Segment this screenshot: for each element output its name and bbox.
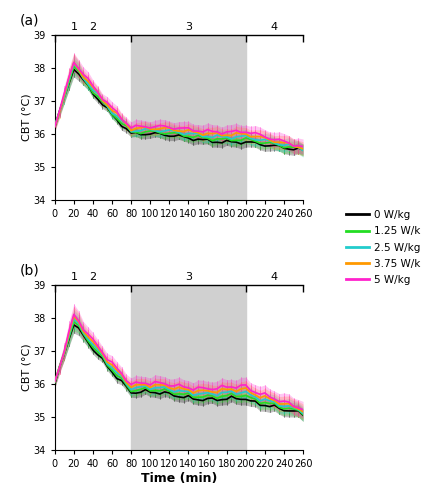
Text: 3: 3 xyxy=(185,22,192,32)
Bar xyxy=(131,35,246,200)
Text: 1: 1 xyxy=(70,272,77,282)
Y-axis label: CBT (°C): CBT (°C) xyxy=(22,344,32,392)
Text: 3: 3 xyxy=(185,272,192,282)
Text: 2: 2 xyxy=(89,22,96,32)
Y-axis label: CBT (°C): CBT (°C) xyxy=(22,94,32,141)
Text: 2: 2 xyxy=(89,272,96,282)
Text: (b): (b) xyxy=(20,264,40,278)
X-axis label: Time (min): Time (min) xyxy=(141,472,217,485)
Text: 4: 4 xyxy=(271,272,278,282)
Legend: 0 W/kg, 1.25 W/kg, 2.5 W/kg, 3.75 W/kg, 5 W/kg: 0 W/kg, 1.25 W/kg, 2.5 W/kg, 3.75 W/kg, … xyxy=(346,210,421,285)
Text: 1: 1 xyxy=(70,22,77,32)
Bar xyxy=(131,286,246,450)
Text: (a): (a) xyxy=(20,14,40,28)
Text: 4: 4 xyxy=(271,22,278,32)
